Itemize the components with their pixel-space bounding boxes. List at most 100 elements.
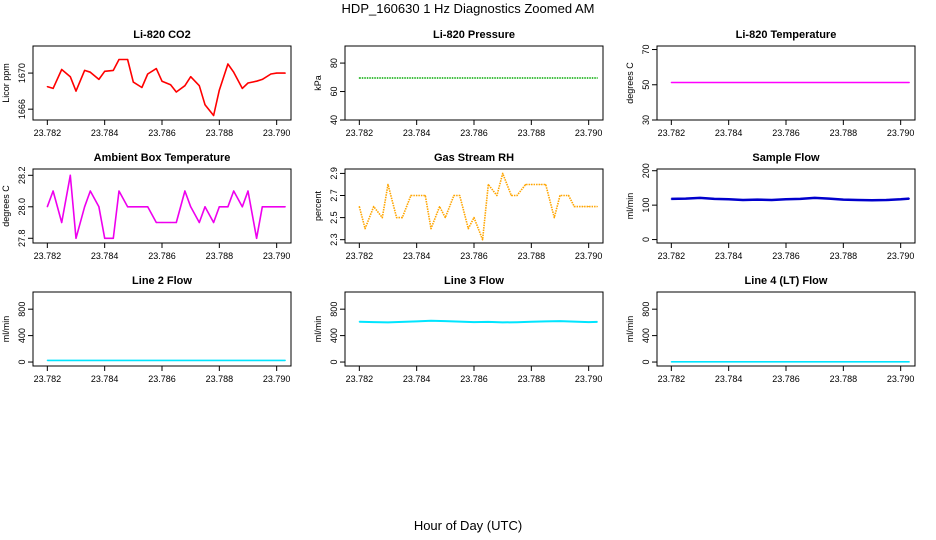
data-point — [424, 194, 426, 197]
data-point — [256, 237, 258, 239]
data-point — [728, 198, 730, 200]
x-tick-label: 23.790 — [263, 251, 291, 261]
data-point — [132, 81, 134, 83]
y-axis-label: ml/min — [313, 316, 323, 343]
data-point — [198, 85, 200, 87]
data-point — [568, 194, 570, 197]
data-point — [118, 58, 120, 61]
data-point — [358, 77, 360, 79]
x-tick-label: 23.788 — [206, 128, 234, 138]
x-tick-label: 23.788 — [830, 374, 858, 384]
data-point — [284, 359, 286, 361]
data-point — [756, 199, 758, 201]
data-point — [75, 90, 77, 92]
data-point — [857, 199, 859, 201]
data-point — [276, 72, 278, 74]
y-tick-label: 1666 — [17, 99, 27, 119]
panel-title: Sample Flow — [752, 152, 820, 164]
data-point — [588, 205, 590, 208]
y-tick-label: 60 — [329, 87, 339, 97]
data-point — [439, 205, 441, 208]
data-point — [885, 199, 887, 201]
data-point — [487, 321, 489, 323]
x-tick-label: 23.786 — [148, 128, 176, 138]
data-point — [61, 68, 63, 71]
x-tick-label: 23.788 — [206, 374, 234, 384]
x-tick-label: 23.786 — [148, 374, 176, 384]
data-point — [233, 71, 235, 73]
data-point — [670, 81, 672, 84]
plot-frame — [344, 291, 604, 367]
data-point — [670, 361, 672, 363]
panel-sample-flow: Sample Flow ml/min 23.782 23.784 23.786 23.78… — [625, 152, 916, 261]
x-tick-label: 23.788 — [206, 251, 234, 261]
data-point — [364, 228, 366, 230]
data-point — [198, 221, 200, 224]
data-point — [539, 183, 541, 186]
y-tick-label: 28.2 — [17, 167, 27, 185]
data-point — [510, 194, 512, 197]
data-point — [908, 81, 910, 84]
plot-frame — [32, 45, 292, 121]
y-tick-label: 400 — [329, 328, 339, 343]
x-tick-label: 23.788 — [518, 374, 546, 384]
data-point — [871, 199, 873, 201]
y-tick-label: 2.3 — [329, 233, 339, 246]
data-point — [444, 216, 446, 219]
data-point — [132, 206, 134, 208]
data-point — [545, 320, 547, 323]
data-point — [69, 174, 71, 176]
data-point — [141, 86, 143, 89]
data-point — [204, 104, 206, 106]
data-point — [270, 73, 272, 75]
x-tick-label: 23.786 — [772, 128, 800, 138]
data-point — [396, 216, 398, 219]
data-point — [487, 183, 489, 186]
panel-gas-stream-rh: Gas Stream RH percent 23.782 23.784 23.786 23… — [313, 152, 604, 261]
panel-li-820-pressure: Li-820 Pressure kPa 23.782 23.784 23.786 23.7… — [313, 29, 604, 138]
data-point — [502, 172, 504, 175]
x-tick-label: 23.784 — [715, 128, 743, 138]
data-point — [261, 78, 263, 80]
data-point — [147, 206, 149, 208]
y-axis-label: ml/min — [1, 316, 11, 343]
data-point — [112, 237, 114, 239]
y-tick-label: 50 — [641, 80, 651, 90]
x-tick-label: 23.784 — [715, 251, 743, 261]
x-tick-label: 23.782 — [34, 374, 62, 384]
data-point — [459, 194, 461, 197]
y-tick-label: 2.9 — [329, 167, 339, 180]
x-tick-label: 23.784 — [91, 251, 119, 261]
data-point — [184, 85, 186, 87]
panel-title: Li-820 Temperature — [736, 29, 837, 41]
y-tick-label: 2.5 — [329, 211, 339, 224]
x-tick-label: 23.784 — [403, 251, 431, 261]
x-tick-label: 23.784 — [715, 374, 743, 384]
data-point — [387, 321, 389, 323]
x-tick-label: 23.782 — [658, 128, 686, 138]
y-tick-label: 800 — [641, 302, 651, 317]
y-tick-label: 1670 — [17, 63, 27, 83]
x-tick-label: 23.782 — [346, 374, 374, 384]
y-tick-label: 800 — [17, 302, 27, 317]
plot-frame — [656, 291, 916, 367]
data-point — [46, 206, 48, 208]
data-point — [559, 320, 561, 322]
y-tick-label: 80 — [329, 58, 339, 68]
data-point — [670, 198, 672, 200]
x-tick-label: 23.784 — [403, 128, 431, 138]
data-point — [387, 183, 389, 186]
panel-li-820-temperature: Li-820 Temperature degrees C 23.782 23.784 2… — [625, 29, 916, 138]
panel-line-2-flow: Line 2 Flow ml/min 23.782 23.784 23.786 23.78… — [1, 275, 292, 384]
x-tick-label: 23.782 — [346, 128, 374, 138]
data-point — [453, 194, 455, 197]
data-point — [900, 198, 902, 200]
y-tick-label: 70 — [641, 45, 651, 55]
x-tick-label: 23.786 — [772, 251, 800, 261]
data-point — [161, 80, 163, 82]
data-point — [430, 320, 432, 322]
data-point — [573, 321, 575, 323]
x-tick-label: 23.784 — [91, 128, 119, 138]
panel-line-4-lt-flow: Line 4 (LT) Flow ml/min 23.782 23.784 23.786… — [625, 275, 916, 384]
data-point — [482, 239, 484, 241]
